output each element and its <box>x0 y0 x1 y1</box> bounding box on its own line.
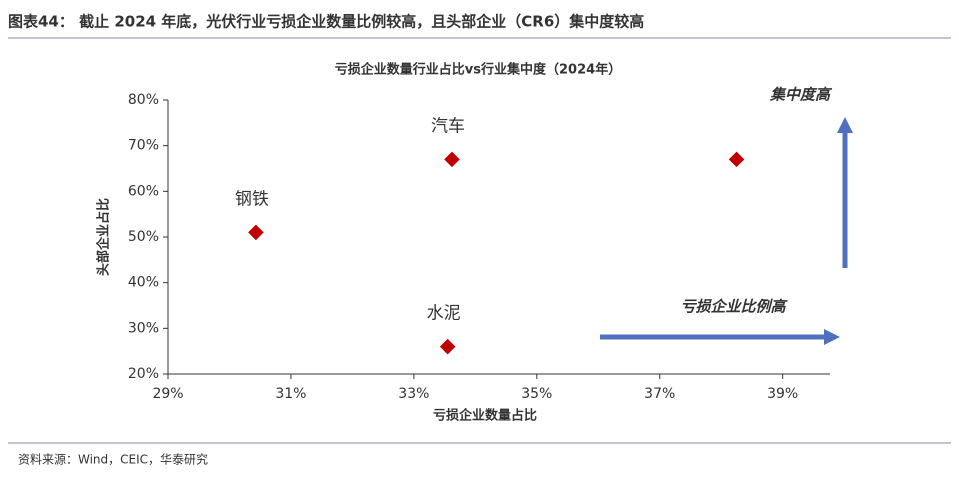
annotation-arrows <box>600 117 853 345</box>
x-tick-label: 33% <box>398 386 429 402</box>
x-tick-label: 29% <box>152 386 183 402</box>
point-label: 钢铁 <box>235 189 269 209</box>
point <box>728 151 745 168</box>
y-tick-label: 50% <box>128 229 159 245</box>
y-tick-label: 70% <box>128 138 159 154</box>
annotation: 亏损企业比例高 <box>680 298 788 316</box>
x-tick-label: 31% <box>275 386 306 402</box>
annotation: 集中度高 <box>769 86 833 104</box>
point <box>444 151 460 168</box>
point-label: 水泥 <box>427 304 461 324</box>
y-axis-label: 头部企业占比 <box>96 198 112 276</box>
header: 图表44： 截止 2024 年底，光伏行业亏损企业数量比例较高，且头部企业（CR… <box>8 13 644 31</box>
x-tick-label: 39% <box>767 386 798 402</box>
point-label: 汽车 <box>431 116 465 136</box>
arrow-head <box>837 117 853 133</box>
y-tick-label: 60% <box>128 183 159 199</box>
point <box>248 224 264 241</box>
point <box>439 338 456 355</box>
y-tick-label: 30% <box>128 320 159 336</box>
x-tick-label: 37% <box>644 386 675 402</box>
x-axis-label: 亏损企业数量占比 <box>433 408 537 424</box>
source: 资料来源：Wind，CEIC，华泰研究 <box>18 452 208 467</box>
y-tick-label: 20% <box>128 366 159 382</box>
x-tick-label: 35% <box>521 386 552 402</box>
arrow-head <box>824 329 840 345</box>
y-tick-label: 40% <box>128 275 159 291</box>
y-tick-label: 80% <box>128 92 159 108</box>
chart-title: 亏损企业数量行业占比vs行业集中度（2024年） <box>335 62 621 78</box>
